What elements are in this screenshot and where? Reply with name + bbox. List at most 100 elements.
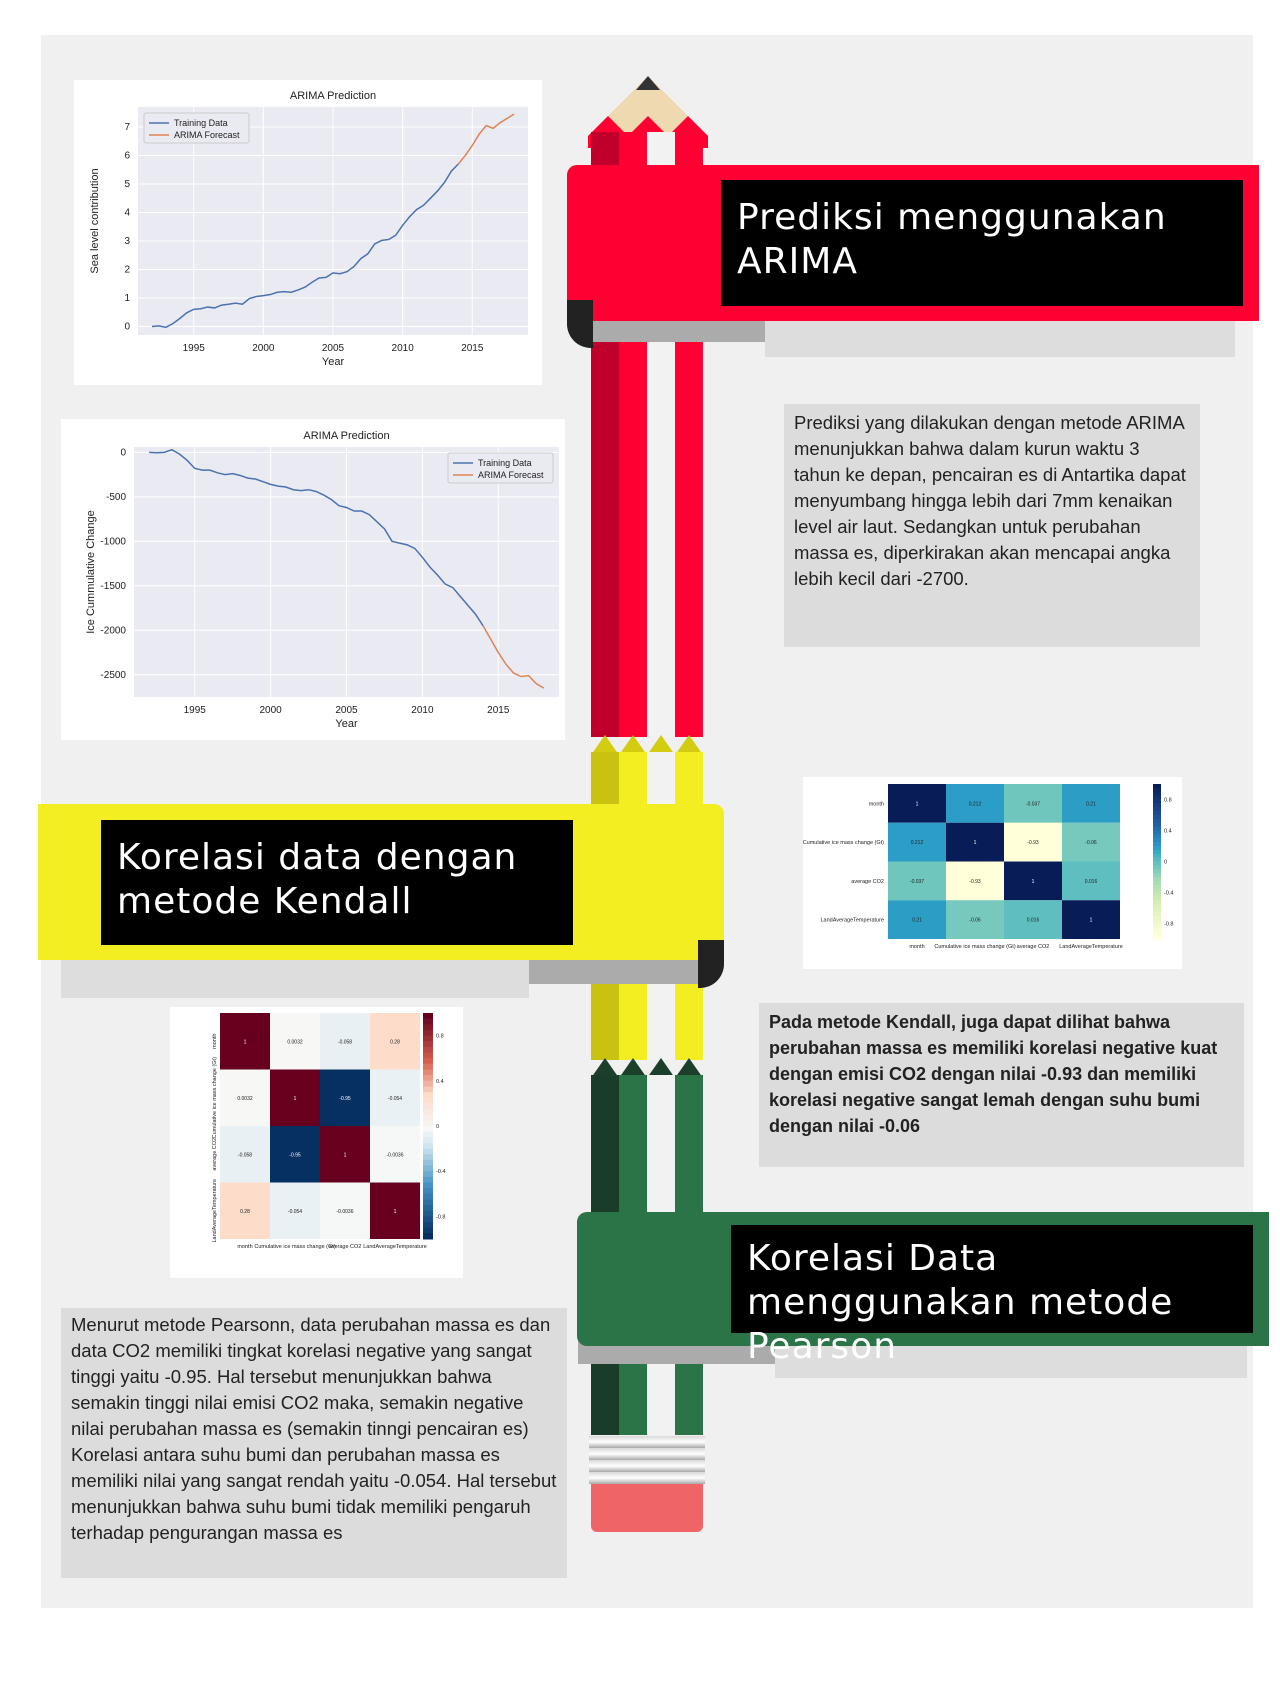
- y-tick-label: -2500: [100, 670, 126, 681]
- heatmap-cell: [1062, 784, 1120, 823]
- heatmap-cell: [946, 861, 1004, 901]
- x-tick-label: month: [909, 944, 924, 950]
- colorbar-segment: [1153, 900, 1161, 905]
- colorbar-segment: [1153, 877, 1161, 882]
- heatmap-cell: [1004, 900, 1062, 939]
- x-tick-label: average CO2: [1017, 944, 1050, 950]
- y-tick-label: Cumulative ice mass change (Gt): [212, 1057, 218, 1138]
- y-tick-label: 3: [124, 236, 130, 247]
- heatmap-cell: [320, 1182, 370, 1239]
- x-tick-label: average CO2: [329, 1244, 362, 1250]
- colorbar-segment: [423, 1199, 433, 1206]
- heatmap-value: 0.28: [240, 1209, 250, 1215]
- colorbar-segment: [423, 1176, 433, 1183]
- heatmap-value: -0.037: [1026, 801, 1040, 807]
- colorbar-segment: [1153, 791, 1161, 797]
- kendall-section-title: Korelasi data dengan metode Kendall: [101, 820, 573, 945]
- heatmap-value: 1: [1032, 879, 1035, 885]
- colorbar-segment: [423, 1222, 433, 1229]
- colorbar-segment: [1153, 803, 1161, 808]
- colorbar-segment: [1153, 799, 1161, 804]
- y-tick-label: 5: [124, 179, 130, 190]
- series-line-training-data: [149, 448, 484, 627]
- colorbar-segment: [1153, 842, 1161, 847]
- colorbar-tick-label: 0.4: [436, 1079, 444, 1085]
- heatmap-cell: [370, 1182, 420, 1239]
- heatmap-value: -0.058: [338, 1039, 352, 1045]
- heatmap-value: 0.212: [911, 840, 924, 846]
- x-tick-label: 1995: [184, 705, 207, 716]
- y-tick-label: -1500: [100, 581, 126, 592]
- colorbar-tick-label: 0: [436, 1124, 439, 1130]
- colorbar-tick-label: 0.4: [1164, 829, 1172, 835]
- heatmap-value: 1: [344, 1152, 347, 1158]
- colorbar-segment: [423, 1080, 433, 1087]
- heatmap-cell: [1004, 822, 1062, 862]
- colorbar-segment: [1153, 830, 1161, 835]
- series-line-arima-forecast: [457, 113, 515, 165]
- heatmap-cell: [946, 784, 1004, 823]
- colorbar-segment: [1153, 911, 1161, 917]
- legend-box: [447, 452, 554, 484]
- colorbar-segment: [423, 1193, 433, 1200]
- heatmap-value: -0.0036: [387, 1152, 404, 1158]
- colorbar-segment: [1153, 787, 1161, 793]
- colorbar-segment: [423, 1041, 433, 1048]
- colorbar-segment: [423, 1171, 433, 1178]
- kendall-heatmap: 1 0.212 -0.037 0.21 0.212 1 -0.93 -0.06 -0.037 -0…: [803, 784, 1173, 950]
- colorbar-segment: [1153, 822, 1161, 828]
- colorbar-segment: [1153, 896, 1161, 901]
- heatmap-value: -0.058: [238, 1152, 252, 1158]
- pearson-paragraph-1: Menurut metode Pearsonn, data perubahan …: [71, 1314, 551, 1439]
- heatmap-cell: [220, 1013, 270, 1070]
- colorbar-segment: [423, 1154, 433, 1161]
- colorbar-segment: [1153, 811, 1161, 816]
- x-tick-label: Cumulative ice mass change (Gt): [254, 1244, 335, 1250]
- y-axis-label: Sea level contribution: [89, 168, 101, 273]
- heatmap-value: 0.212: [969, 801, 982, 807]
- chart-title: ARIMA Prediction: [290, 90, 376, 102]
- colorbar-segment: [423, 1114, 433, 1121]
- heatmap-value: 1: [1090, 918, 1093, 924]
- y-tick-label: 2: [124, 264, 130, 275]
- pearson-heatmap-panel: 1 0.0032 -0.058 0.28 0.0032 1 -0.95 -0.054 -0.05…: [170, 1007, 463, 1278]
- colorbar-segment: [1153, 884, 1161, 890]
- colorbar-segment: [1153, 834, 1161, 839]
- heatmap-value: 0.016: [1027, 918, 1040, 924]
- y-tick-label: average CO2: [851, 879, 884, 885]
- colorbar-segment: [423, 1109, 433, 1116]
- colorbar-segment: [423, 1120, 433, 1127]
- sea-level-chart-panel: 1995 2000 2005 2010 2015 0 1 2 3 4 5 6 7 ARIMA Predic…: [74, 80, 542, 385]
- colorbar-segment: [423, 1233, 433, 1240]
- heatmap-value: 1: [294, 1096, 297, 1102]
- heatmap-cell: [370, 1013, 420, 1070]
- heatmap-cell: [1062, 822, 1120, 862]
- pencil-ferrule: [589, 1436, 705, 1484]
- heatmap-value: 0.016: [1085, 879, 1098, 885]
- colorbar-segment: [1153, 935, 1161, 940]
- colorbar-segment: [1153, 923, 1161, 928]
- colorbar-tick-label: -0.8: [436, 1214, 445, 1220]
- heatmap-cell: [946, 822, 1004, 862]
- heatmap-value: 1: [916, 801, 919, 807]
- x-tick-label: 2015: [461, 343, 484, 354]
- colorbar-tick-label: -0.4: [1164, 891, 1173, 897]
- colorbar-segment: [423, 1103, 433, 1110]
- y-tick-label: month: [869, 801, 884, 807]
- colorbar-segment: [1153, 846, 1161, 851]
- colorbar-segment: [1153, 865, 1161, 870]
- heatmap-value: -0.93: [969, 879, 981, 885]
- colorbar-tick-label: -0.8: [1164, 922, 1173, 928]
- y-tick-label: LandAverageTemperature: [821, 918, 885, 924]
- heatmap-value: -0.037: [910, 879, 924, 885]
- y-tick-label: 6: [124, 150, 130, 161]
- colorbar-segment: [1153, 826, 1161, 831]
- colorbar-segment: [423, 1188, 433, 1195]
- colorbar-segment: [1153, 838, 1161, 843]
- colorbar-segment: [1153, 818, 1161, 824]
- colorbar-segment: [423, 1159, 433, 1167]
- colorbar-segment: [423, 1052, 433, 1059]
- legend-label: Training Data: [478, 458, 532, 468]
- heatmap-value: -0.06: [1085, 840, 1097, 846]
- colorbar-segment: [1153, 904, 1161, 909]
